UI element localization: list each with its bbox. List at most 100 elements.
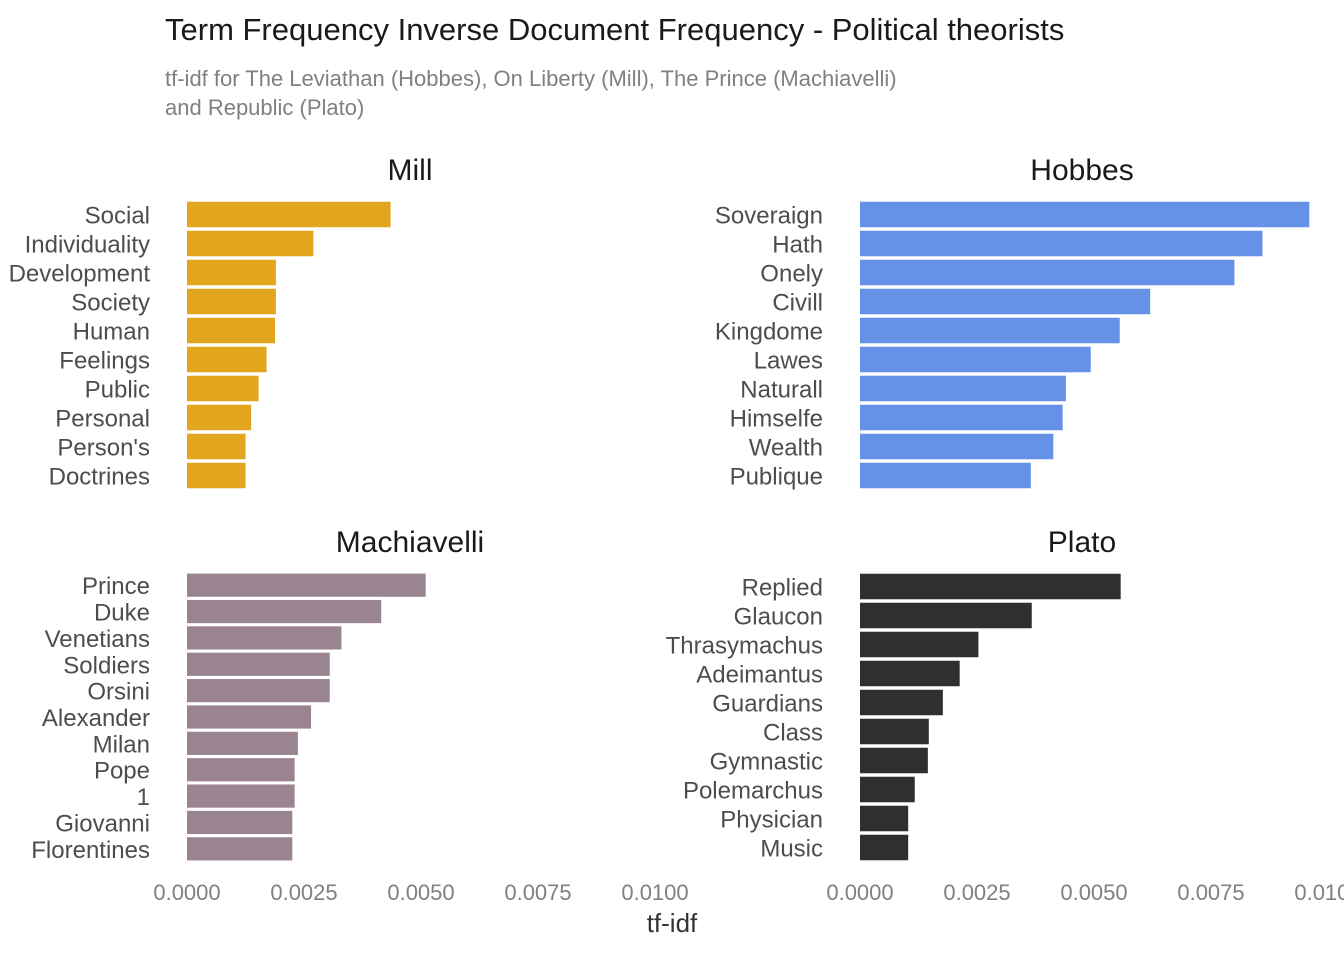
subtitle-line-1: tf-idf for The Leviathan (Hobbes), On Li… [165, 66, 897, 91]
bar [187, 599, 382, 624]
facet-machiavelli: Machiavelli PrinceDukeVenetiansSoldiersOr… [31, 526, 688, 905]
y-tick-label: Giovanni [55, 810, 150, 837]
x-tick-label: 0.0075 [504, 880, 571, 905]
y-tick-label: Music [760, 836, 823, 863]
bar [860, 660, 960, 687]
y-tick-label: Personal [55, 406, 150, 433]
y-tick-label: Doctrines [49, 464, 150, 491]
bar [860, 230, 1263, 257]
bar [860, 776, 915, 803]
y-tick-label: Development [9, 261, 151, 288]
y-tick-label: Replied [742, 575, 823, 602]
y-tick-label: Venetians [45, 626, 150, 653]
bar [860, 317, 1120, 344]
facet-mill: Mill SocialIndividualityDevelopmentSociet… [9, 154, 433, 491]
y-tick-label: Alexander [42, 705, 150, 732]
bar [187, 462, 246, 489]
bar [187, 758, 295, 782]
y-tick-label: Adeimantus [696, 662, 823, 689]
bar [187, 731, 298, 755]
subtitle-line-2: and Republic (Plato) [165, 95, 365, 120]
bar [860, 602, 1032, 629]
y-tick-label: Society [71, 290, 150, 317]
bar [187, 784, 295, 808]
facet-hobbes: Hobbes SoveraignHathOnelyCivillKingdomeLa… [715, 154, 1310, 491]
x-tick-label: 0.0075 [1177, 880, 1244, 905]
y-tick-label: Physician [720, 807, 823, 834]
bar [860, 631, 979, 658]
y-tick-label: Human [73, 319, 150, 346]
y-tick-label: Guardians [712, 691, 823, 718]
y-tick-label: Orsini [87, 679, 150, 706]
bar [187, 705, 312, 729]
bar [860, 805, 909, 832]
chart-title: Term Frequency Inverse Document Frequenc… [165, 12, 1065, 47]
bar [187, 573, 426, 597]
y-tick-label: Milan [93, 731, 150, 758]
bar [187, 288, 276, 315]
y-tick-label: Himselfe [730, 406, 823, 433]
facet-title-mill: Mill [388, 154, 433, 187]
bar [860, 288, 1151, 315]
x-tick-label: 0.0025 [943, 880, 1010, 905]
x-tick-label: 0.0050 [1060, 880, 1127, 905]
x-tick-label: 0.0100 [1294, 880, 1344, 905]
bar [860, 462, 1031, 489]
bar [187, 317, 275, 344]
bar [187, 679, 330, 703]
bar [860, 433, 1054, 460]
y-tick-label: Publique [730, 464, 823, 491]
bar [860, 834, 909, 861]
bar [187, 259, 276, 286]
bar [860, 346, 1091, 373]
y-tick-label: Prince [82, 573, 150, 600]
y-tick-label: Naturall [740, 377, 823, 404]
y-tick-label: Soldiers [63, 652, 150, 679]
x-tick-label: 0.0100 [621, 880, 688, 905]
y-tick-label: Glaucon [734, 604, 823, 631]
y-tick-label: Polemarchus [683, 778, 823, 805]
bar [187, 404, 252, 431]
y-tick-label: Florentines [31, 837, 150, 864]
bar [187, 837, 293, 861]
x-tick-label: 0.0000 [153, 880, 220, 905]
y-tick-label: Hath [772, 232, 823, 259]
y-tick-label: Duke [94, 600, 150, 627]
y-tick-label: Onely [760, 261, 823, 288]
y-tick-label: Civill [772, 290, 823, 317]
bar [860, 718, 929, 745]
bar [187, 375, 259, 402]
y-tick-label: Individuality [25, 232, 150, 259]
bar [187, 433, 246, 460]
x-tick-label: 0.0025 [270, 880, 337, 905]
y-tick-label: Wealth [749, 435, 823, 462]
bar [187, 652, 330, 676]
y-tick-label: Feelings [59, 348, 150, 375]
facet-title-hobbes: Hobbes [1030, 154, 1133, 187]
x-axis-label: tf-idf [646, 908, 698, 938]
y-tick-label: Kingdome [715, 319, 823, 346]
chart-subtitle: tf-idf for The Leviathan (Hobbes), On Li… [165, 64, 897, 122]
bar [187, 201, 391, 228]
y-tick-label: Pope [94, 758, 150, 785]
bar [860, 201, 1310, 228]
facet-plato: Plato RepliedGlauconThrasymachusAdeimantu… [666, 526, 1344, 905]
bar [187, 810, 293, 835]
x-tick-label: 0.0050 [387, 880, 454, 905]
y-tick-label: Person's [57, 435, 150, 462]
facet-title-plato: Plato [1048, 526, 1116, 559]
bar [860, 573, 1121, 600]
bar [187, 346, 267, 373]
y-tick-label: Public [85, 377, 150, 404]
bar [860, 375, 1066, 402]
y-tick-label: Thrasymachus [666, 633, 823, 660]
y-tick-label: Social [85, 203, 150, 230]
bar [860, 747, 928, 774]
bar [860, 404, 1063, 431]
bar [187, 230, 314, 257]
y-tick-label: Class [763, 720, 823, 747]
bar [860, 689, 943, 716]
y-tick-label: 1 [137, 784, 150, 811]
facet-title-machiavelli: Machiavelli [336, 526, 484, 559]
